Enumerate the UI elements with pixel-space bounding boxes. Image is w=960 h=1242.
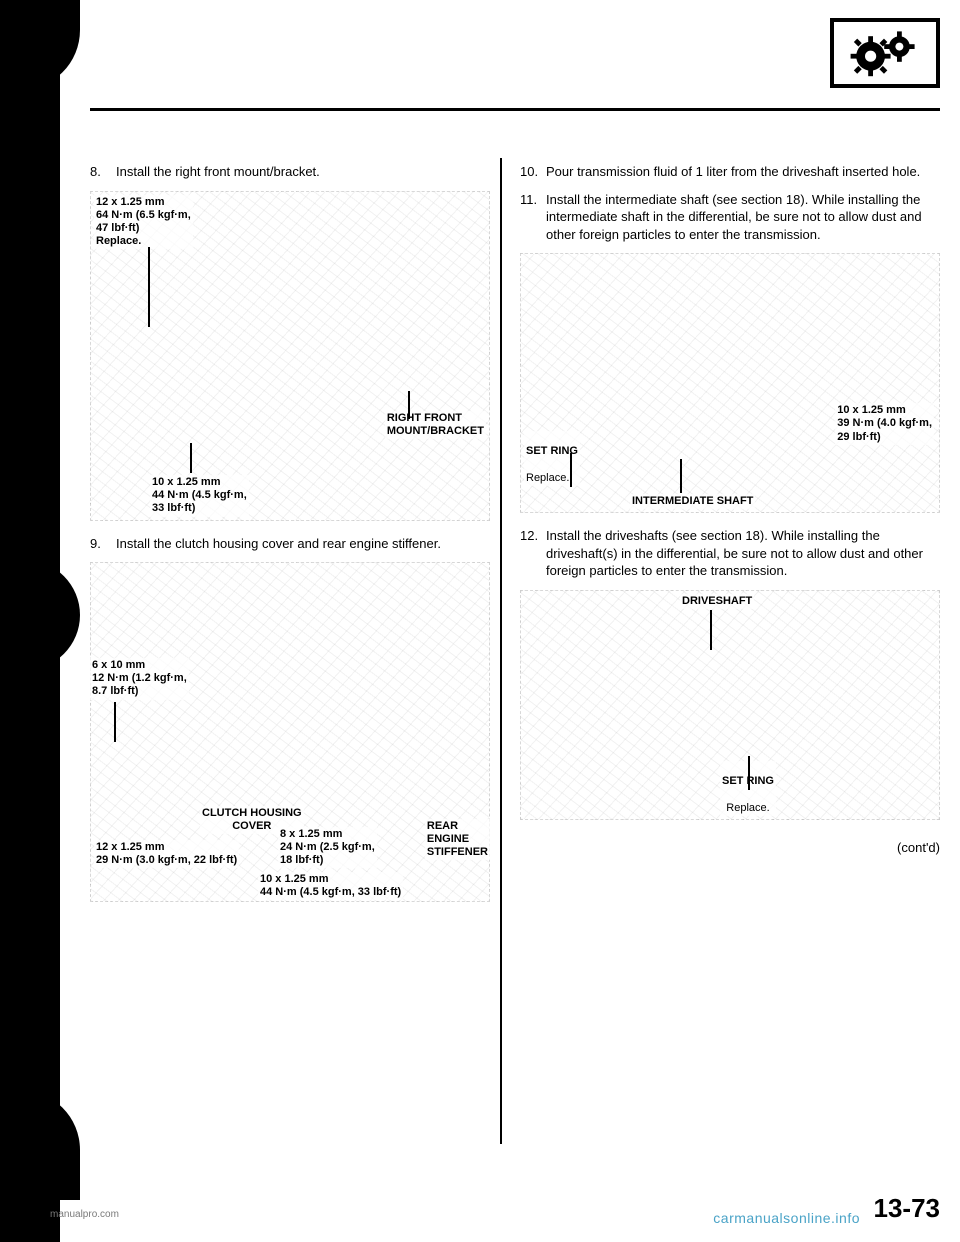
leader-line bbox=[408, 391, 410, 419]
figure-driveshaft: DRIVESHAFT SET RING Replace. bbox=[520, 590, 940, 820]
set-ring-sub: Replace. bbox=[726, 802, 769, 814]
torque-callout: 12 x 1.25 mm 29 N·m (3.0 kgf·m, 22 lbf·f… bbox=[94, 840, 239, 868]
torque-callout: 8 x 1.25 mm 24 N·m (2.5 kgf·m, 18 lbf·ft… bbox=[278, 827, 377, 869]
step-12: 12. Install the driveshafts (see section… bbox=[520, 527, 940, 580]
step-text: Pour transmission fluid of 1 liter from … bbox=[546, 163, 940, 181]
right-column: 10. Pour transmission fluid of 1 liter f… bbox=[520, 163, 940, 1144]
binder-tab-top bbox=[0, 0, 80, 90]
binder-tab-bot bbox=[0, 1090, 80, 1200]
torque-callout: 12 x 1.25 mm 64 N·m (6.5 kgf·m, 47 lbf·f… bbox=[94, 195, 193, 250]
step-number: 12. bbox=[520, 527, 546, 580]
step-text: Install the driveshafts (see section 18)… bbox=[546, 527, 940, 580]
torque-callout: 10 x 1.25 mm 44 N·m (4.5 kgf·m, 33 lbf·f… bbox=[150, 475, 249, 517]
leader-line bbox=[680, 459, 682, 493]
step-text: Install the intermediate shaft (see sect… bbox=[546, 191, 940, 244]
driveshaft-label: DRIVESHAFT bbox=[680, 594, 754, 609]
leader-line bbox=[570, 453, 572, 487]
step-text: Install the right front mount/bracket. bbox=[116, 163, 490, 181]
gears-icon bbox=[845, 28, 925, 78]
left-column: 8. Install the right front mount/bracket… bbox=[90, 163, 490, 1144]
step-8: 8. Install the right front mount/bracket… bbox=[90, 163, 490, 181]
column-divider bbox=[500, 158, 502, 1144]
watermark-right: carmanualsonline.info bbox=[713, 1210, 860, 1226]
figure-clutch-cover: 6 x 10 mm 12 N·m (1.2 kgf·m, 8.7 lbf·ft)… bbox=[90, 562, 490, 902]
step-number: 10. bbox=[520, 163, 546, 181]
section-icon bbox=[830, 18, 940, 88]
step-9: 9. Install the clutch housing cover and … bbox=[90, 535, 490, 553]
torque-callout: 10 x 1.25 mm 44 N·m (4.5 kgf·m, 33 lbf·f… bbox=[258, 872, 403, 900]
torque-callout: 6 x 10 mm 12 N·m (1.2 kgf·m, 8.7 lbf·ft) bbox=[90, 658, 189, 700]
stiffener-label: REAR ENGINE STIFFENER bbox=[425, 819, 490, 861]
sketch-placeholder bbox=[520, 253, 940, 513]
set-ring-sub: Replace. bbox=[526, 472, 569, 484]
step-number: 9. bbox=[90, 535, 116, 553]
step-10: 10. Pour transmission fluid of 1 liter f… bbox=[520, 163, 940, 181]
figure-mount-bracket: 12 x 1.25 mm 64 N·m (6.5 kgf·m, 47 lbf·f… bbox=[90, 191, 490, 521]
page-number: 13-73 bbox=[874, 1193, 941, 1224]
step-number: 11. bbox=[520, 191, 546, 244]
step-11: 11. Install the intermediate shaft (see … bbox=[520, 191, 940, 244]
leader-line bbox=[148, 247, 150, 327]
intermediate-shaft-label: INTERMEDIATE SHAFT bbox=[630, 494, 755, 509]
step-text: Install the clutch housing cover and rea… bbox=[116, 535, 490, 553]
page-content: 8. Install the right front mount/bracket… bbox=[90, 18, 940, 1224]
mount-label: RIGHT FRONT MOUNT/BRACKET bbox=[385, 411, 486, 439]
leader-line bbox=[190, 443, 192, 473]
step-number: 8. bbox=[90, 163, 116, 181]
torque-callout: 10 x 1.25 mm 39 N·m (4.0 kgf·m, 29 lbf·f… bbox=[835, 403, 934, 445]
figure-intermediate-shaft: 10 x 1.25 mm 39 N·m (4.0 kgf·m, 29 lbf·f… bbox=[520, 253, 940, 513]
watermark-left: manualpro.com bbox=[50, 1209, 119, 1220]
leader-line bbox=[748, 756, 750, 790]
continued-label: (cont'd) bbox=[520, 834, 940, 855]
leader-line bbox=[114, 702, 116, 742]
binder-tab-mid bbox=[0, 560, 80, 670]
header-rule bbox=[90, 108, 940, 111]
leader-line bbox=[710, 610, 712, 650]
